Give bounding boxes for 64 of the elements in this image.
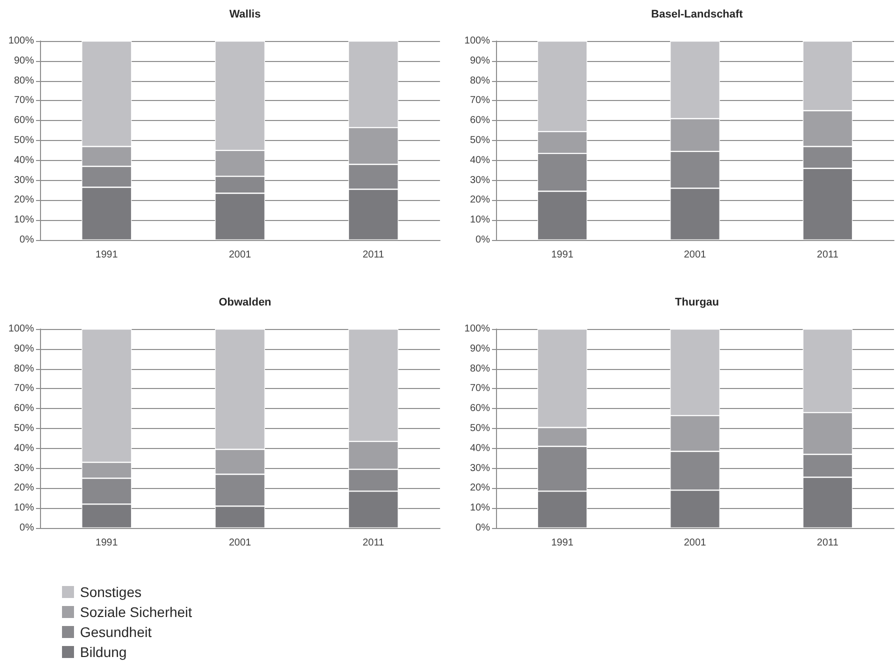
y-tick-label: 40%	[470, 442, 490, 454]
y-tick-label: 60%	[470, 115, 490, 126]
y-tick-label: 30%	[470, 462, 490, 474]
chart-title: Thurgau	[675, 296, 719, 308]
y-tick-label: 70%	[470, 95, 490, 106]
x-tick-label: 2001	[684, 250, 707, 260]
y-tick-label: 20%	[470, 482, 490, 494]
y-tick-label: 100%	[8, 36, 34, 46]
y-tick-label: 40%	[14, 154, 34, 166]
y-tick-label: 80%	[470, 363, 490, 374]
y-tick-label: 0%	[476, 522, 490, 534]
y-tick-label: 0%	[476, 234, 490, 246]
chart-title: Wallis	[229, 8, 261, 20]
x-tick-label: 1991	[96, 538, 118, 548]
y-tick-label: 60%	[470, 403, 490, 414]
x-tick-label: 1991	[551, 538, 574, 548]
y-tick-label: 40%	[14, 442, 34, 454]
x-tick-label: 2011	[362, 250, 385, 260]
chart-title: Basel-Landschaft	[651, 8, 744, 20]
y-tick-label: 100%	[8, 324, 34, 334]
y-tick-label: 60%	[14, 403, 34, 414]
y-tick-label: 100%	[464, 324, 490, 334]
y-tick-label: 10%	[470, 214, 490, 226]
y-tick-label: 10%	[470, 502, 490, 514]
x-tick-label: 1991	[551, 250, 574, 260]
y-tick-label: 80%	[470, 75, 490, 86]
x-tick-label: 2011	[816, 538, 839, 548]
x-tick-label: 2001	[684, 538, 707, 548]
legend-label: Gesundheit	[80, 624, 152, 640]
y-tick-label: 80%	[14, 75, 34, 86]
y-tick-label: 20%	[14, 482, 34, 494]
y-tick-label: 20%	[14, 194, 34, 206]
y-tick-label: 80%	[14, 363, 34, 374]
y-tick-label: 90%	[470, 343, 490, 354]
y-tick-label: 50%	[14, 423, 34, 434]
legend-label: Bildung	[80, 644, 127, 660]
y-tick-label: 0%	[20, 234, 34, 246]
y-tick-label: 70%	[14, 383, 34, 394]
y-tick-label: 90%	[470, 55, 490, 66]
y-tick-label: 90%	[14, 343, 34, 354]
y-tick-label: 30%	[14, 174, 34, 186]
y-tick-label: 20%	[470, 194, 490, 206]
y-tick-label: 10%	[14, 502, 34, 514]
x-tick-label: 2011	[816, 250, 839, 260]
x-tick-label: 2011	[362, 538, 385, 548]
y-tick-label: 30%	[14, 462, 34, 474]
y-tick-label: 50%	[14, 135, 34, 146]
x-tick-label: 2001	[228, 538, 252, 548]
y-tick-label: 50%	[470, 135, 490, 146]
chart-title: Obwalden	[218, 296, 272, 308]
y-tick-label: 0%	[20, 522, 34, 534]
y-tick-label: 90%	[14, 55, 34, 66]
y-tick-label: 70%	[470, 383, 490, 394]
y-tick-label: 70%	[14, 95, 34, 106]
legend-label: Sonstiges	[80, 584, 142, 600]
y-tick-label: 100%	[464, 36, 490, 46]
legend-label: Soziale Sicherheit	[80, 604, 192, 620]
x-tick-label: 1991	[96, 250, 118, 260]
y-tick-label: 30%	[470, 174, 490, 186]
y-tick-label: 60%	[14, 115, 34, 126]
y-tick-label: 50%	[470, 423, 490, 434]
x-tick-label: 2001	[228, 250, 252, 260]
y-tick-label: 10%	[14, 214, 34, 226]
y-tick-label: 40%	[470, 154, 490, 166]
